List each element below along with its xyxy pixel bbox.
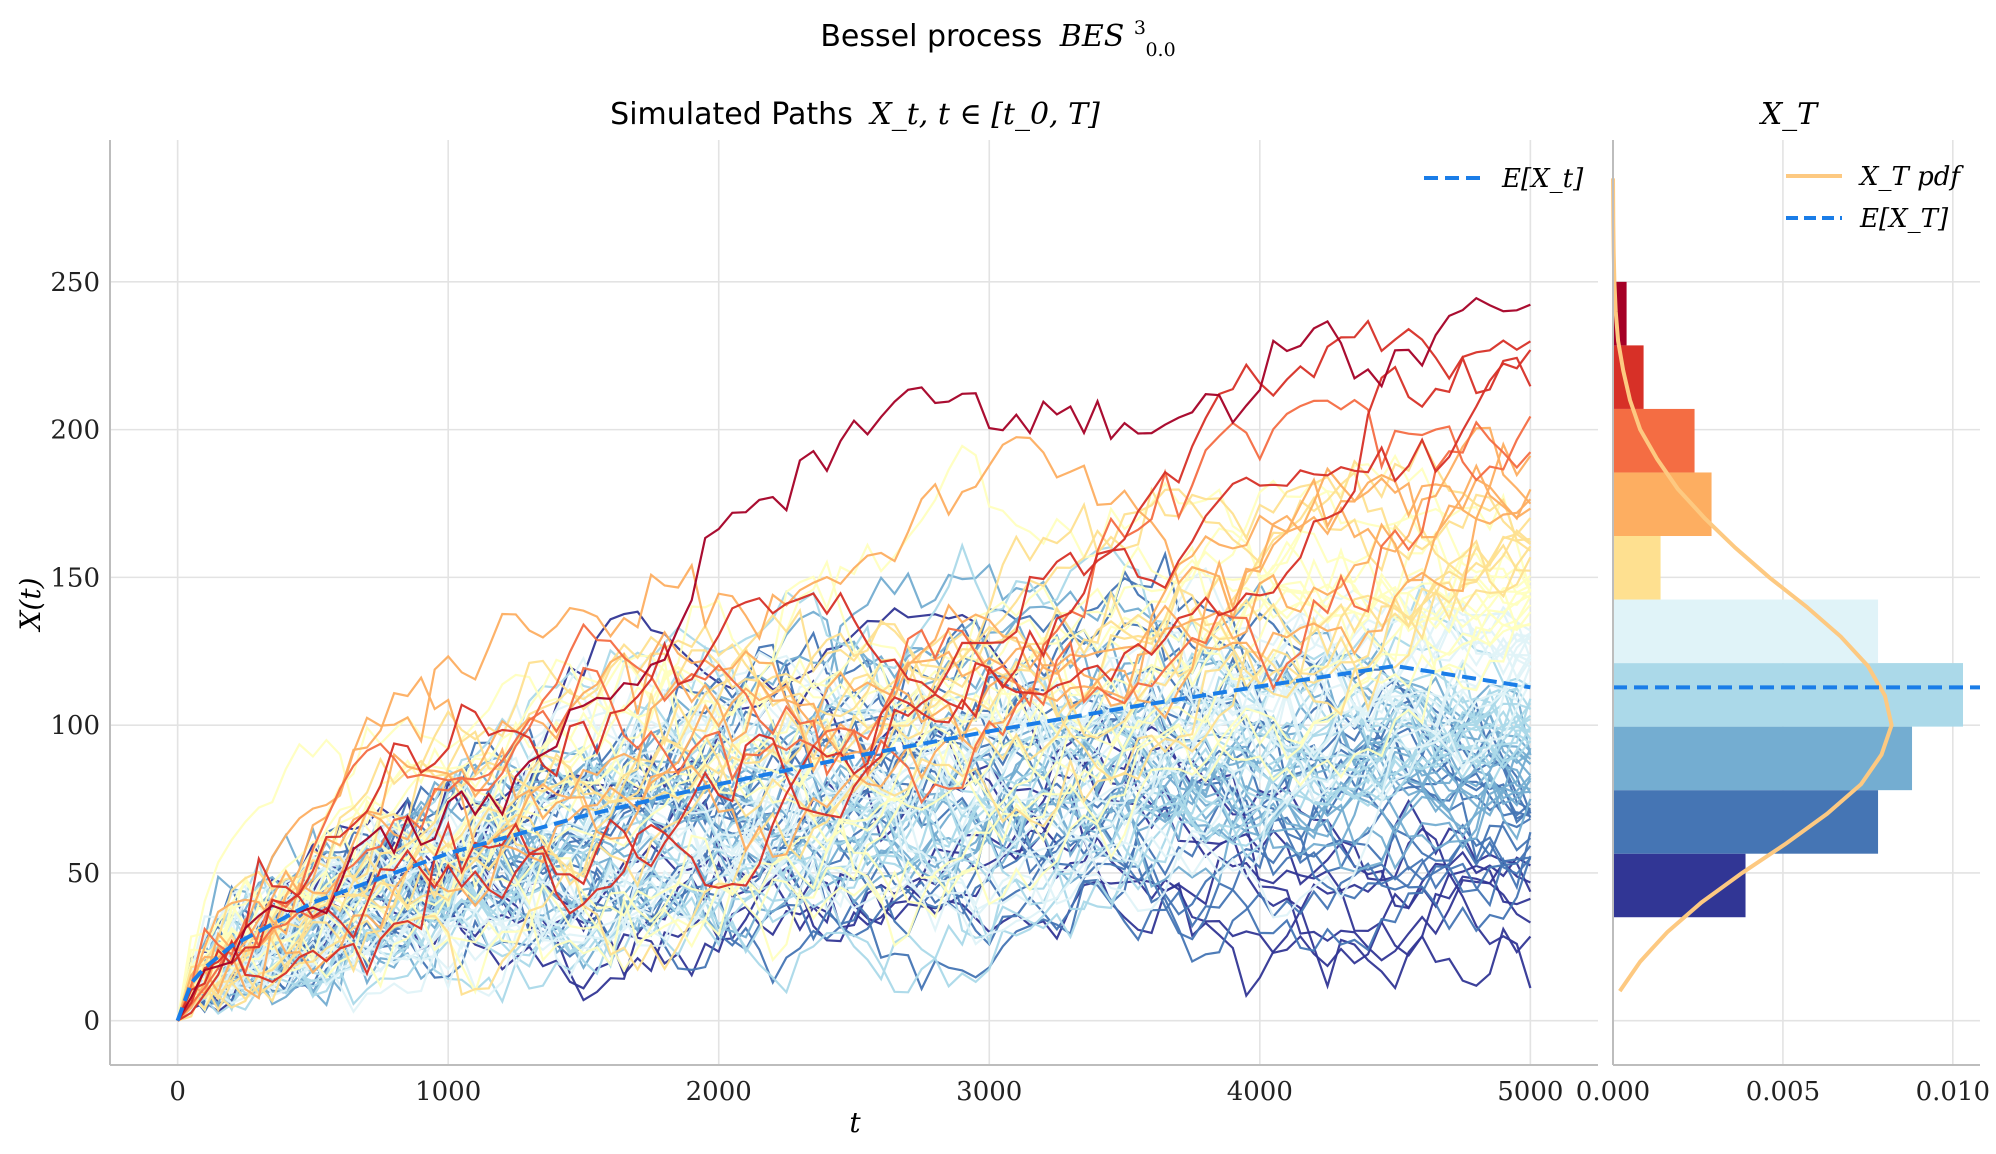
- path-line: [176, 545, 1532, 1022]
- histogram-bar: [1613, 536, 1661, 600]
- histogram-bar: [1613, 408, 1695, 473]
- path-line: [176, 532, 1532, 1022]
- suptitle-prefix: Bessel process: [820, 19, 1042, 54]
- suptitle-math: BES: [1059, 19, 1125, 54]
- histogram-bar: [1613, 790, 1879, 854]
- x-tick-label: 0: [169, 1077, 186, 1107]
- y-tick-label: 250: [50, 268, 100, 298]
- x-tick-label: 1000: [415, 1077, 481, 1107]
- paths-panel: Simulated Paths X_t, t ∈ [t_0, T] 0 1000 2…: [14, 97, 1598, 1139]
- path-line: [176, 437, 1531, 1022]
- paths-ticks: 0 1000 2000 3000 4000 5000 0 50 100 150 200 250: [50, 268, 1563, 1107]
- histogram-bar: [1613, 726, 1913, 791]
- suptitle-sup: 3: [1134, 17, 1146, 39]
- path-line: [176, 398, 1532, 1022]
- legend-hist-mean-label: E[X_T]: [1859, 204, 1949, 234]
- legend-mean-label: E[X_t]: [1501, 164, 1584, 194]
- y-axis-label: X(t): [14, 577, 47, 632]
- path-line: [177, 528, 1532, 1022]
- simulated-paths: [176, 296, 1532, 1022]
- path-line: [176, 436, 1532, 1022]
- path-line: [176, 676, 1532, 1022]
- x-tick-label: 2000: [686, 1077, 752, 1107]
- path-line: [176, 319, 1531, 1022]
- y-tick-label: 50: [67, 859, 100, 889]
- path-line: [177, 349, 1532, 1022]
- x-tick-label: 4000: [1227, 1077, 1293, 1107]
- histogram-axes: [1612, 140, 1980, 1066]
- legend-pdf-label: X_T pdf: [1858, 162, 1964, 192]
- histogram-ticks: 0.000 0.005 0.010: [1576, 1077, 1990, 1107]
- paths-title-math: X_t, t ∈ [t_0, T]: [868, 97, 1100, 132]
- path-line: [176, 355, 1532, 1022]
- path-line: [176, 473, 1532, 1022]
- path-line: [176, 738, 1531, 1021]
- histogram-bar: [1613, 599, 1879, 664]
- path-line: [176, 492, 1532, 1021]
- path-line: [176, 543, 1531, 1021]
- histogram-title: X_T: [1759, 97, 1819, 132]
- suptitle-sub: 0.0: [1145, 39, 1175, 61]
- y-tick-label: 100: [50, 711, 100, 741]
- path-line: [176, 488, 1532, 1022]
- path-line: [176, 478, 1532, 1022]
- histogram-bars: [1613, 281, 1964, 918]
- y-tick-label: 150: [50, 563, 100, 593]
- hist-x-tick-label: 0.010: [1916, 1077, 1990, 1107]
- mean-line: [175, 663, 1531, 1022]
- y-tick-label: 200: [50, 416, 100, 446]
- x-axis-label: t: [849, 1106, 861, 1139]
- path-line: [176, 726, 1532, 1022]
- y-tick-label: 0: [83, 1007, 100, 1037]
- paths-title-prefix: Simulated Paths: [610, 97, 853, 132]
- hist-x-tick-label: 0.000: [1576, 1077, 1650, 1107]
- path-line: [176, 296, 1531, 1022]
- histogram-pdf-curve: [1611, 178, 1894, 993]
- pdf-curve: [1611, 178, 1894, 993]
- path-line: [176, 543, 1532, 1022]
- figure-suptitle: Bessel process BES 3 0.0: [820, 7, 1175, 61]
- path-line: [176, 681, 1532, 1022]
- x-tick-label: 5000: [1497, 1077, 1563, 1107]
- terminal-histogram-panel: X_T 0.000 0.005 0.010 X_T pdf E[X_T]: [1576, 97, 1990, 1107]
- hist-x-tick-label: 0.005: [1746, 1077, 1820, 1107]
- histogram-bar: [1613, 472, 1712, 537]
- paths-mean-line: [175, 663, 1531, 1022]
- histogram-bar: [1613, 663, 1964, 727]
- histogram-legend: X_T pdf E[X_T]: [1786, 162, 1964, 234]
- paths-title: Simulated Paths X_t, t ∈ [t_0, T]: [610, 97, 1100, 132]
- path-line: [176, 463, 1532, 1022]
- paths-legend: E[X_t]: [1424, 164, 1584, 194]
- path-line: [176, 702, 1532, 1021]
- path-line: [176, 539, 1532, 1022]
- x-tick-label: 3000: [956, 1077, 1022, 1107]
- paths-axes: [109, 140, 1598, 1066]
- path-line: [176, 441, 1532, 1022]
